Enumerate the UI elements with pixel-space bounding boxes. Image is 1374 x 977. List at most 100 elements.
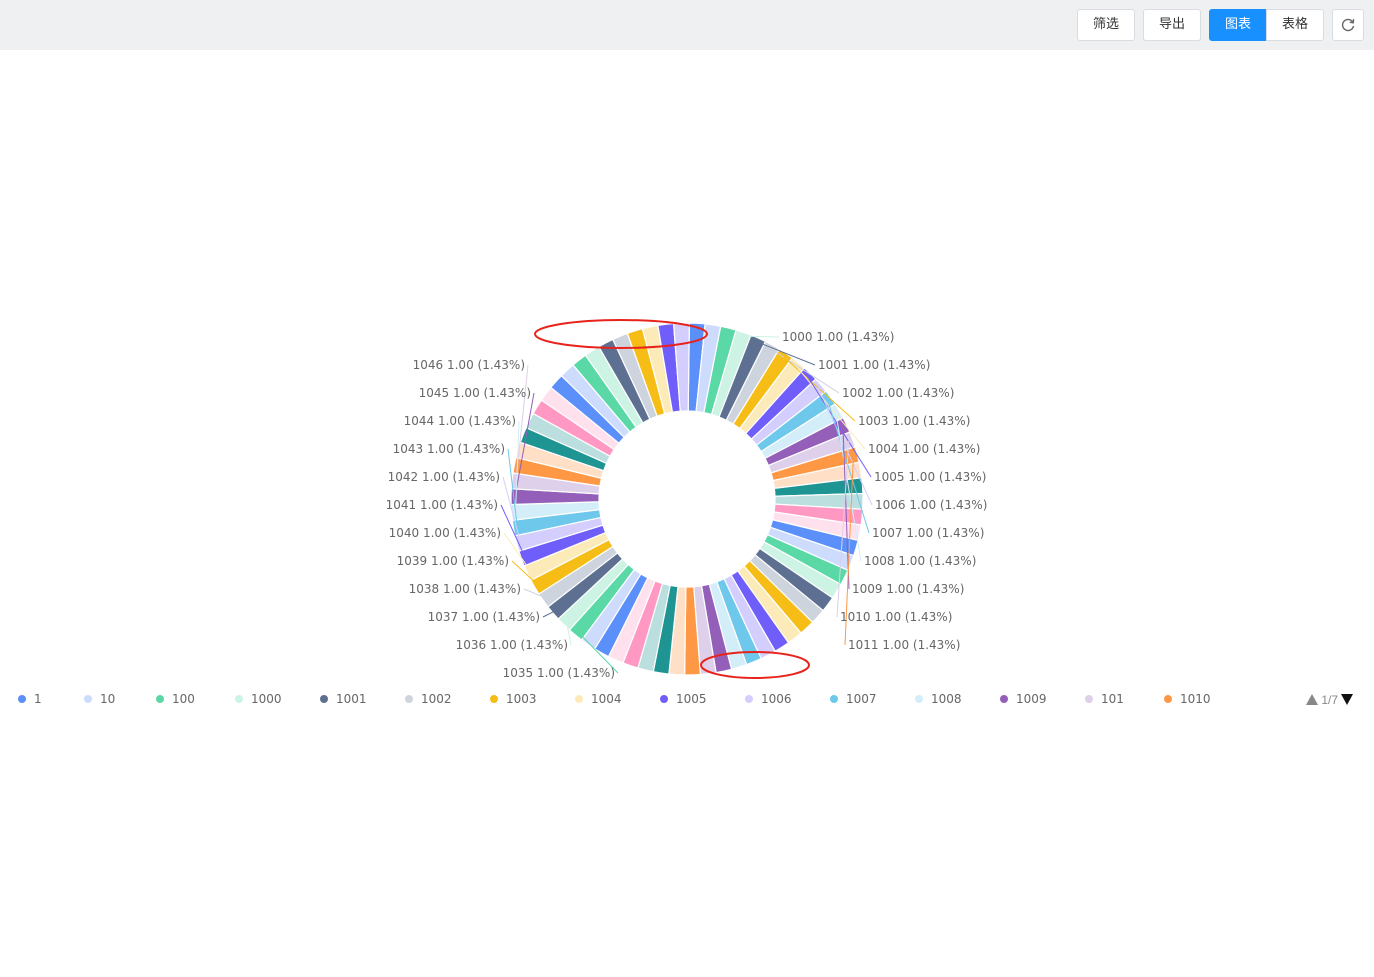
label-leader-line bbox=[515, 364, 529, 482]
legend-item-101[interactable]: 101 bbox=[1085, 692, 1124, 706]
slice-label: 1000 1.00 (1.43%) bbox=[782, 330, 894, 344]
label-leader-line bbox=[844, 455, 854, 646]
annotations bbox=[534, 319, 810, 679]
legend-label: 1007 bbox=[846, 692, 877, 706]
legend-label: 1 bbox=[34, 692, 42, 706]
legend-label: 1003 bbox=[506, 692, 537, 706]
label-leader-line bbox=[842, 426, 850, 590]
legend-marker bbox=[830, 695, 838, 703]
label-leader-line bbox=[507, 448, 518, 528]
legend-label: 1000 bbox=[251, 692, 282, 706]
legend-marker bbox=[1000, 695, 1008, 703]
slice-label: 1008 1.00 (1.43%) bbox=[864, 554, 976, 568]
label-leader-line bbox=[565, 621, 572, 646]
slice-label: 1038 1.00 (1.43%) bbox=[409, 582, 521, 596]
label-leader-line bbox=[783, 356, 856, 422]
legend-item-1001[interactable]: 1001 bbox=[320, 692, 367, 706]
export-button[interactable]: 导出 bbox=[1143, 9, 1201, 41]
legend-label: 1009 bbox=[1016, 692, 1047, 706]
legend-prev-page-icon[interactable] bbox=[1306, 694, 1318, 706]
legend-item-1004[interactable]: 1004 bbox=[575, 692, 622, 706]
legend-label: 1006 bbox=[761, 692, 792, 706]
slice-label: 1005 1.00 (1.43%) bbox=[874, 470, 986, 484]
slice-label: 1001 1.00 (1.43%) bbox=[818, 358, 930, 372]
legend-item-1[interactable]: 1 bbox=[18, 692, 42, 706]
slice-label: 1011 1.00 (1.43%) bbox=[848, 638, 960, 652]
label-leader-line bbox=[817, 387, 873, 506]
refresh-icon bbox=[1341, 18, 1355, 32]
slice-label: 1002 1.00 (1.43%) bbox=[842, 386, 954, 400]
legend-item-1006[interactable]: 1006 bbox=[745, 692, 792, 706]
slice-label: 1003 1.00 (1.43%) bbox=[858, 414, 970, 428]
slice-label: 1045 1.00 (1.43%) bbox=[419, 386, 531, 400]
legend-label: 100 bbox=[172, 692, 195, 706]
legend-item-1003[interactable]: 1003 bbox=[490, 692, 537, 706]
legend-marker bbox=[745, 695, 753, 703]
label-leader-line bbox=[502, 476, 522, 543]
label-leader-line bbox=[756, 341, 816, 366]
table-view-tab[interactable]: 表格 bbox=[1266, 9, 1324, 41]
legend-item-1005[interactable]: 1005 bbox=[660, 692, 707, 706]
toolbar: 筛选 导出 图表 表格 bbox=[0, 0, 1374, 50]
label-leader-line bbox=[542, 609, 557, 618]
legend-item-100[interactable]: 100 bbox=[156, 692, 195, 706]
legend-pager: 1/7 bbox=[1306, 690, 1354, 708]
legend-label: 1010 bbox=[1180, 692, 1211, 706]
donut-chart: 1000 1.00 (1.43%) 1001 1.00 (1.43%) 1002 1… bbox=[18, 319, 1211, 706]
legend-label: 1004 bbox=[591, 692, 622, 706]
slice-label: 1006 1.00 (1.43%) bbox=[875, 498, 987, 512]
label-leader-lines bbox=[500, 335, 873, 674]
legend-label: 1008 bbox=[931, 692, 962, 706]
label-leader-line bbox=[503, 532, 532, 572]
legend-item-1000[interactable]: 1000 bbox=[235, 692, 282, 706]
slice-label: 1036 1.00 (1.43%) bbox=[456, 638, 568, 652]
slice-label: 1040 1.00 (1.43%) bbox=[389, 526, 501, 540]
legend-item-1008[interactable]: 1008 bbox=[915, 692, 962, 706]
label-leader-line bbox=[500, 504, 526, 558]
legend-next-page-icon[interactable] bbox=[1341, 694, 1354, 706]
legend-item-1010[interactable]: 1010 bbox=[1164, 692, 1211, 706]
slice-label: 1043 1.00 (1.43%) bbox=[393, 442, 505, 456]
view-toggle: 图表 表格 bbox=[1209, 9, 1324, 41]
slice-label: 1037 1.00 (1.43%) bbox=[428, 610, 540, 624]
label-leader-line bbox=[523, 588, 547, 599]
legend-item-10[interactable]: 10 bbox=[84, 692, 115, 706]
label-leader-line bbox=[835, 412, 862, 562]
legend-label: 1001 bbox=[336, 692, 367, 706]
label-leader-line bbox=[742, 335, 780, 338]
legend: 1 10 100 1000 1001 1002 1003 1004 1005 1006 1007 10… bbox=[18, 692, 1211, 706]
label-leader-line bbox=[515, 420, 520, 513]
red-ellipse-bottom bbox=[700, 651, 810, 679]
legend-item-1007[interactable]: 1007 bbox=[830, 692, 877, 706]
slice-label: 1010 1.00 (1.43%) bbox=[840, 610, 952, 624]
legend-marker bbox=[575, 695, 583, 703]
legend-label: 1005 bbox=[676, 692, 707, 706]
slice-label: 1009 1.00 (1.43%) bbox=[852, 582, 964, 596]
label-leader-line bbox=[827, 399, 870, 534]
slice-label: 1035 1.00 (1.43%) bbox=[503, 666, 615, 680]
chart-view-tab[interactable]: 图表 bbox=[1209, 9, 1267, 41]
legend-marker bbox=[1085, 695, 1093, 703]
refresh-button[interactable] bbox=[1332, 9, 1364, 41]
label-leader-line bbox=[514, 392, 535, 497]
legend-marker bbox=[1164, 695, 1172, 703]
slice-labels: 1000 1.00 (1.43%) 1001 1.00 (1.43%) 1002 1… bbox=[386, 330, 988, 680]
filter-button[interactable]: 筛选 bbox=[1077, 9, 1135, 41]
legend-item-1009[interactable]: 1009 bbox=[1000, 692, 1047, 706]
legend-marker bbox=[18, 695, 26, 703]
legend-label: 10 bbox=[100, 692, 115, 706]
slice-label: 1044 1.00 (1.43%) bbox=[404, 414, 516, 428]
legend-item-1002[interactable]: 1002 bbox=[405, 692, 452, 706]
legend-label: 1002 bbox=[421, 692, 452, 706]
red-ellipse-top bbox=[534, 319, 708, 349]
legend-marker bbox=[915, 695, 923, 703]
slice-label: 1039 1.00 (1.43%) bbox=[397, 554, 509, 568]
slice-label: 1007 1.00 (1.43%) bbox=[872, 526, 984, 540]
label-leader-line bbox=[836, 440, 850, 618]
legend-marker bbox=[320, 695, 328, 703]
legend-marker bbox=[235, 695, 243, 703]
slice-label: 1041 1.00 (1.43%) bbox=[386, 498, 498, 512]
legend-marker bbox=[490, 695, 498, 703]
legend-marker bbox=[156, 695, 164, 703]
legend-marker bbox=[660, 695, 668, 703]
